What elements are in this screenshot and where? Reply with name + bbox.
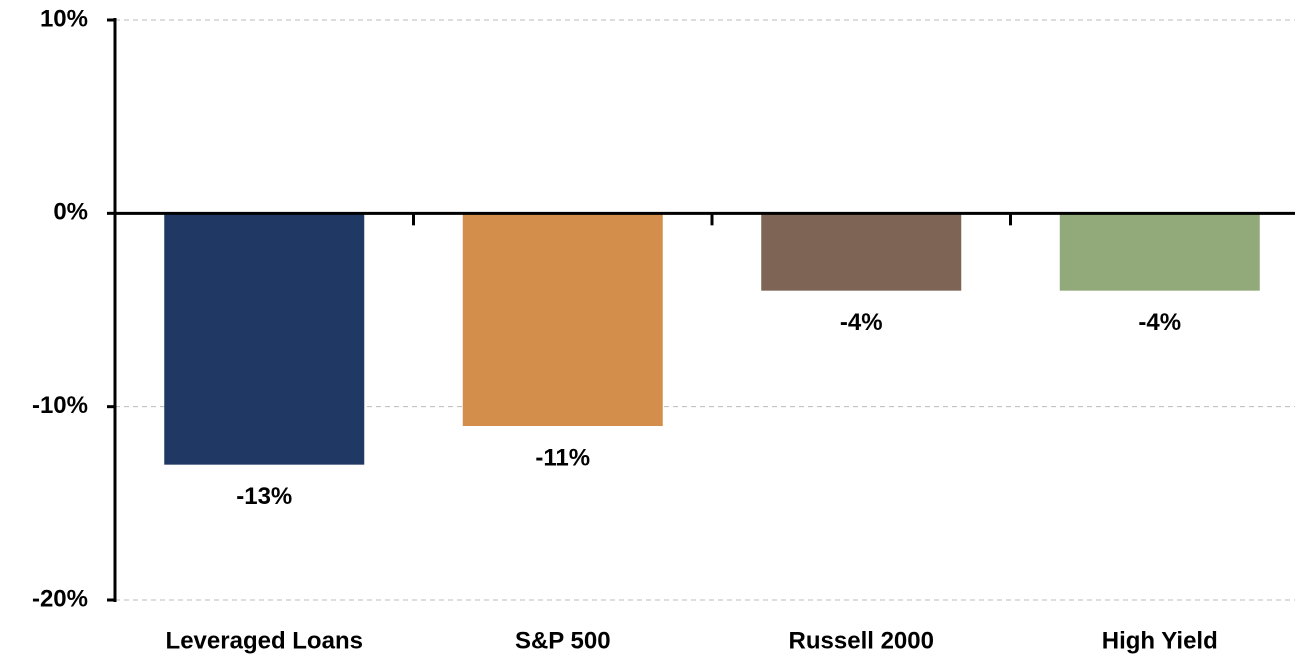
value-label: -13% <box>236 483 292 510</box>
x-tick-label: Russell 2000 <box>789 627 934 654</box>
x-tick-label: S&P 500 <box>515 627 611 654</box>
y-tick-label: 0% <box>53 199 88 226</box>
value-label: -4% <box>1138 309 1181 336</box>
bar <box>462 213 663 426</box>
y-tick-label: -10% <box>32 392 88 419</box>
y-tick-label: 10% <box>40 5 88 32</box>
bar <box>761 213 962 291</box>
value-label: -11% <box>535 444 590 471</box>
x-tick-label: High Yield <box>1102 627 1218 654</box>
value-label: -4% <box>840 309 883 336</box>
bar <box>164 213 365 465</box>
y-tick-label: -20% <box>32 585 88 612</box>
bar <box>1059 213 1260 291</box>
x-tick-label: Leveraged Loans <box>166 627 363 654</box>
